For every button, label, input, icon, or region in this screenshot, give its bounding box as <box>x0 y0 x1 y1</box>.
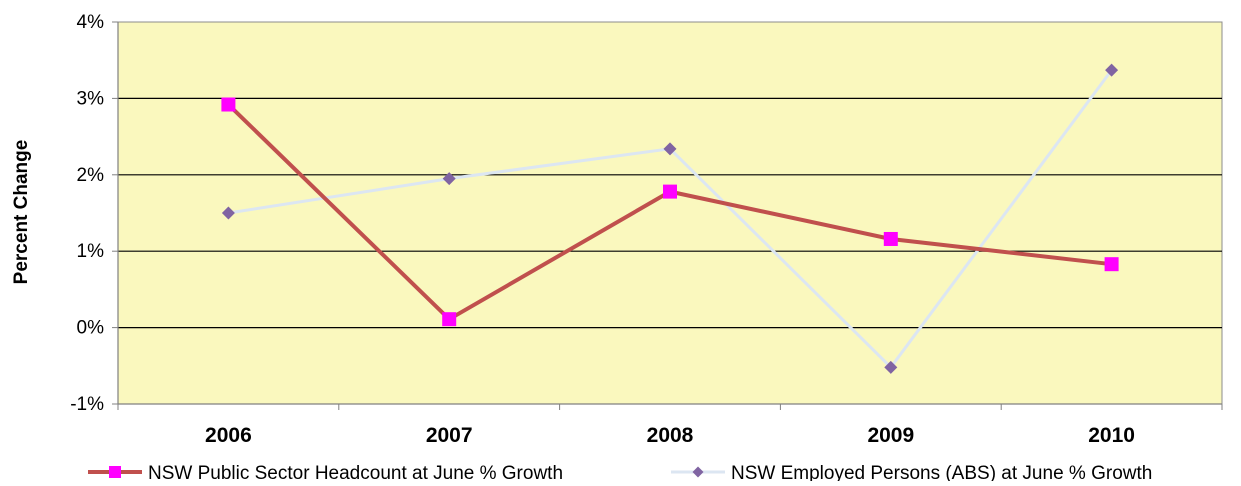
data-point <box>1105 63 1119 77</box>
x-tick-label: 2007 <box>426 424 473 447</box>
data-point <box>1104 257 1119 272</box>
x-tick-label: 2010 <box>1088 424 1135 447</box>
y-tick-label: 3% <box>77 88 105 109</box>
legend-entry-1: NSW Public Sector Headcount at June % Gr… <box>88 463 563 484</box>
y-tick-label: 4% <box>77 12 105 33</box>
x-tick-label: 2006 <box>205 424 252 447</box>
legend-entry-2: NSW Employed Persons (ABS) at June % Gro… <box>671 463 1152 484</box>
data-point <box>883 231 898 246</box>
series-2 <box>221 63 1119 374</box>
y-tick-label: 2% <box>77 165 105 186</box>
y-tick-label: 1% <box>77 241 105 262</box>
series-1 <box>221 97 1119 327</box>
y-tick-label: 0% <box>77 318 105 339</box>
data-point <box>884 360 898 374</box>
legend-swatch-marker <box>692 466 704 478</box>
data-point <box>221 206 235 220</box>
data-point <box>663 184 677 199</box>
legend-label: NSW Employed Persons (ABS) at June % Gro… <box>731 463 1152 481</box>
data-point <box>221 97 236 112</box>
data-point <box>663 142 677 156</box>
y-axis-title: Percent Change <box>11 140 32 285</box>
data-point <box>442 312 457 327</box>
legend: NSW Public Sector Headcount at June % Gr… <box>88 463 1152 484</box>
legend-swatch-marker <box>109 466 121 478</box>
legend-label: NSW Public Sector Headcount at June % Gr… <box>148 463 563 481</box>
plot-area <box>117 21 1223 405</box>
y-tick-label: -1% <box>70 394 104 415</box>
x-tick-label: 2009 <box>867 424 914 447</box>
data-point <box>442 172 456 186</box>
x-tick-label: 2008 <box>647 424 694 447</box>
